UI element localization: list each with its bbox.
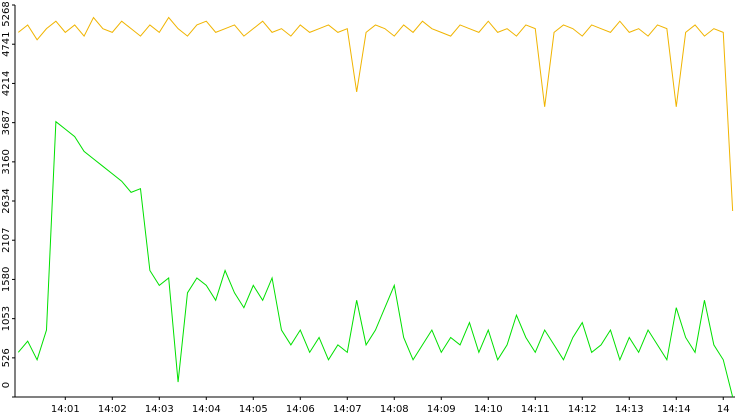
x-tick-label: 14:02	[98, 404, 127, 415]
y-tick-label: 5268	[1, 1, 12, 26]
series-line	[17, 120, 734, 398]
x-tick-label: 14:03	[145, 404, 174, 415]
series-line	[17, 16, 734, 211]
x-tick-label: 14	[717, 404, 730, 415]
x-tick-label: 14:04	[192, 404, 221, 415]
y-tick-label: 4214	[1, 71, 12, 96]
y-tick-label: 0	[1, 382, 12, 388]
x-tick-label: 14:13	[615, 404, 644, 415]
x-tick-label: 14:12	[568, 404, 597, 415]
x-tick-label: 14:08	[380, 404, 409, 415]
y-tick-label: 3687	[1, 110, 12, 135]
x-tick-label: 14:10	[474, 404, 503, 415]
x-tick-label: 14:06	[286, 404, 315, 415]
x-tick-label: 14:14	[662, 404, 691, 415]
y-tick-label: 2634	[1, 188, 12, 213]
y-tick-label: 3160	[1, 149, 12, 174]
y-tick-label: 526	[1, 348, 12, 367]
x-tick-label: 14:05	[239, 404, 268, 415]
x-tick-label: 14:11	[521, 404, 550, 415]
x-tick-label: 14:09	[427, 404, 456, 415]
y-tick-label: 4741	[1, 31, 12, 56]
x-tick-label: 14:01	[51, 404, 80, 415]
x-tick-label: 14:07	[333, 404, 362, 415]
y-tick-label: 2107	[1, 227, 12, 252]
y-tick-label: 1580	[1, 267, 12, 292]
y-tick-label: 1053	[1, 306, 12, 331]
